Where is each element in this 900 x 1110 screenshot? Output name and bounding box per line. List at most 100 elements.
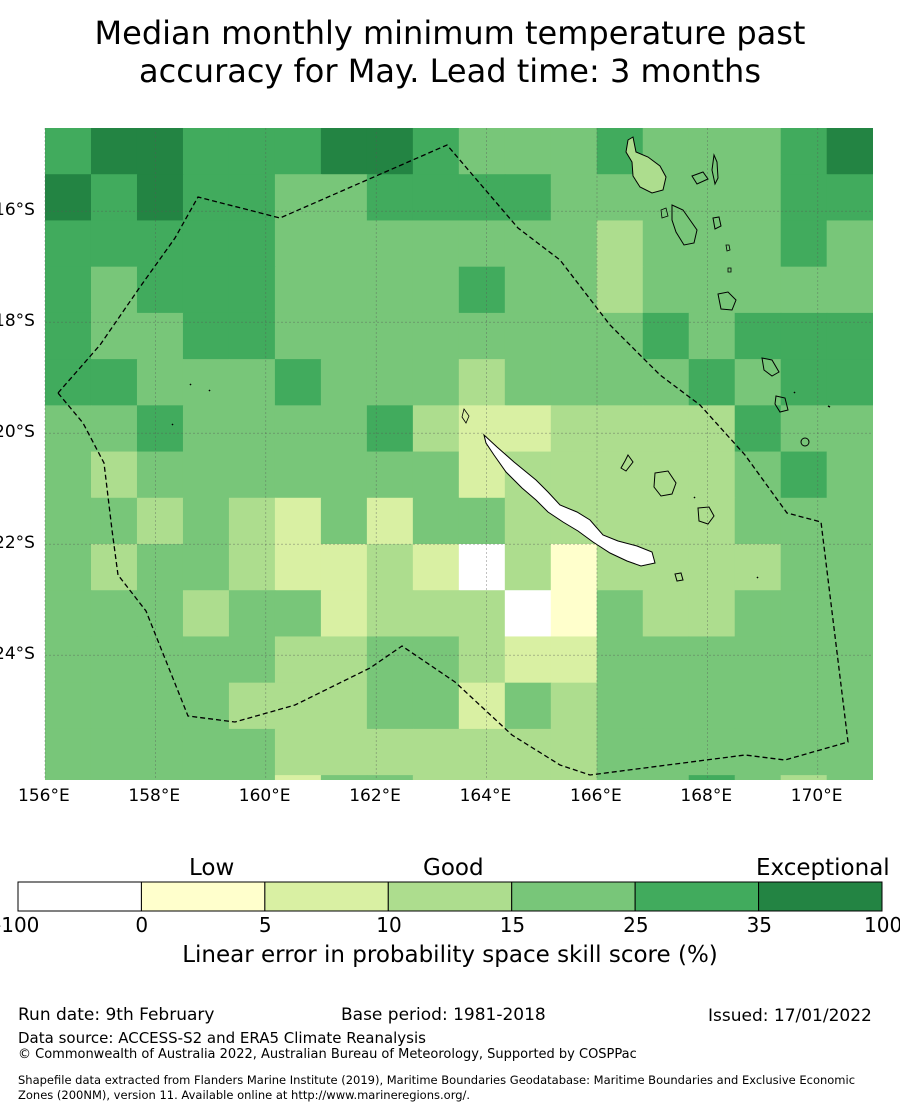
heatmap-cell [504, 266, 552, 314]
heatmap-cell [45, 728, 92, 776]
heatmap-cell [320, 728, 368, 776]
heatmap-cell [504, 728, 552, 776]
shapefile-credit-line-1: Shapefile data extracted from Flanders M… [18, 1073, 856, 1087]
heatmap-cell [228, 128, 276, 175]
heatmap-cell [550, 220, 598, 268]
heatmap-cell [320, 497, 368, 545]
heatmap-cell [780, 266, 828, 314]
heatmap-cell [412, 359, 460, 406]
ambae [691, 171, 709, 185]
heatmap-cell [90, 451, 138, 499]
heatmap-cell [228, 312, 276, 360]
colorbar-swatch [758, 881, 883, 912]
heatmap-cell [688, 405, 736, 453]
heatmap-cell [780, 497, 828, 545]
eez-boundary [57, 144, 849, 776]
heatmap-cell [182, 544, 230, 591]
heatmap-cell [45, 220, 92, 268]
heatmap-cell [366, 728, 414, 776]
heatmap-cell [320, 174, 368, 222]
heatmap-cell [136, 359, 184, 406]
heatmap-cell [688, 359, 736, 406]
heatmap-cell [412, 174, 460, 222]
longitude-label: 170°E [790, 786, 843, 806]
heatmap-cell [320, 359, 368, 406]
heatmap-cell [735, 1099, 782, 1110]
colorbar-tick-label: -100 [0, 913, 40, 937]
heatmap-cell [274, 266, 322, 314]
heatmap-cell [412, 312, 460, 360]
heatmap-cell [228, 405, 276, 453]
colorbar-swatch [511, 881, 636, 912]
heatmap-cell [780, 312, 828, 360]
heatmap-cell [734, 682, 782, 730]
heatmap-cell [642, 682, 690, 730]
heatmap-cell [826, 497, 873, 545]
heatmap-cell [826, 775, 873, 780]
heatmap-cell [228, 174, 276, 222]
heatmap-cell [826, 312, 873, 360]
heatmap-cell [274, 636, 322, 684]
heatmap-cell [596, 775, 644, 780]
heatmap-cell [366, 682, 414, 730]
heatmap-cell [505, 821, 552, 868]
heatmap-cell [596, 682, 644, 730]
heatmap-cell [320, 682, 368, 730]
heatmap-cell [366, 775, 414, 780]
heatmap-cell [780, 405, 828, 453]
heatmap-cell [90, 775, 138, 780]
heatmap-cell [45, 312, 92, 360]
heatmap-cell [642, 220, 690, 268]
heatmap-cell [182, 266, 230, 314]
heatmap-cell [366, 128, 414, 175]
heatmap-cell [689, 1099, 736, 1110]
heatmap-cell [90, 266, 138, 314]
heatmap-cell [826, 220, 873, 268]
heatmap-cell [321, 821, 368, 868]
heatmap-cell [45, 174, 92, 222]
heatmap-cell [182, 636, 230, 684]
longitude-label: 158°E [128, 786, 181, 806]
data-source: Data source: ACCESS-S2 and ERA5 Climate … [18, 1029, 426, 1047]
heatmap-cell [228, 775, 276, 780]
heatmap-cell [734, 636, 782, 684]
heatmap-cell [596, 728, 644, 776]
colorbar-tick-label: 10 [376, 913, 402, 937]
heatmap-cell [734, 590, 782, 638]
colorbar-swatch [17, 881, 142, 912]
heatmap-cell [136, 775, 184, 780]
heatmap-cell [826, 266, 873, 314]
heatmap-cell [320, 220, 368, 268]
heatmap-cell [504, 359, 552, 406]
heatmap-cell [136, 636, 184, 684]
colorbar-tick-label: 0 [135, 913, 149, 937]
heatmap-cell [274, 174, 322, 222]
heatmap-cell [136, 728, 184, 776]
heatmap-cell [504, 682, 552, 730]
heatmap-cell [458, 682, 506, 730]
heatmap-cell [45, 266, 92, 314]
heatmap-cell [734, 266, 782, 314]
heatmap-cell [688, 266, 736, 314]
copyright: © Commonwealth of Australia 2022, Austra… [18, 1047, 637, 1062]
heatmap-cell [136, 451, 184, 499]
heatmap-cell [504, 590, 552, 638]
heatmap-cell [826, 544, 873, 591]
heatmap-cell [412, 266, 460, 314]
heatmap-cell [550, 775, 598, 780]
heatmap-cell [458, 775, 506, 780]
heatmap-cell [642, 266, 690, 314]
heatmap-cell [274, 682, 322, 730]
latitude-label: 16°S [0, 200, 35, 221]
espiritu-santo [625, 136, 667, 194]
new-caledonia-coastline [483, 433, 656, 567]
legend-label-good: Good [423, 855, 484, 881]
heatmap-cell [458, 220, 506, 268]
heatmap-cell [504, 405, 552, 453]
heatmap-cell [182, 590, 230, 638]
heatmap-cell [182, 128, 230, 175]
heatmap-cell [504, 220, 552, 268]
heatmap-cell [45, 821, 92, 868]
heatmap-cell [90, 174, 138, 222]
heatmap-cell [320, 590, 368, 638]
